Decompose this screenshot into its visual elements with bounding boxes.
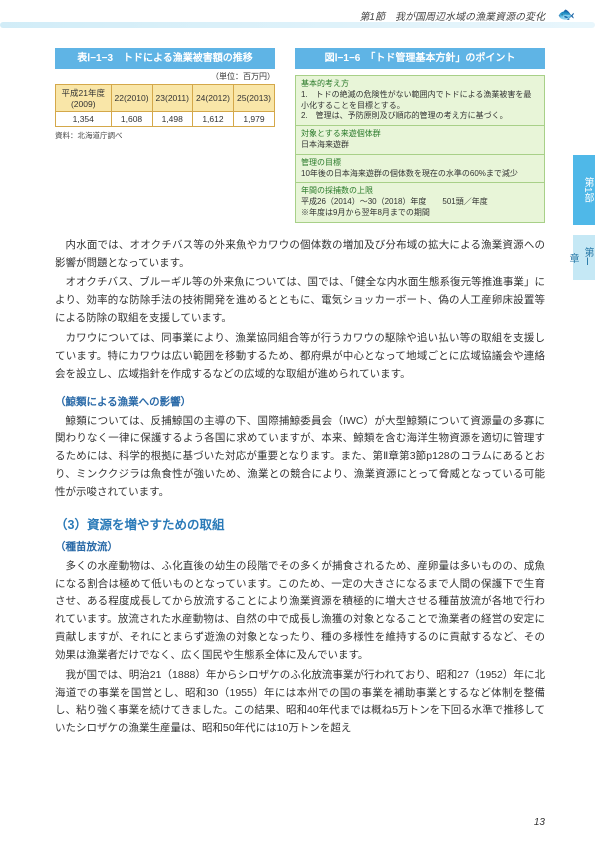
policy-box: 基本的考え方 1. トドの絶滅の危険性がない範囲内でトドによる漁業被害を最小化す… (295, 75, 545, 223)
td: 1,498 (152, 112, 192, 127)
policy-title: 図Ⅰ−1−6 「トド管理基本方針」のポイント (295, 48, 545, 69)
th: 24(2012) (192, 85, 233, 112)
paragraph: 内水面では、オオクチバス等の外来魚やカワウの個体数の増加及び分布域の拡大による漁… (55, 237, 545, 273)
paragraph: オオクチバス、ブルーギル等の外来魚については、国では、「健全な内水面生態系復元等… (55, 274, 545, 328)
policy-text: 1. トドの絶滅の危険性がない範囲内でトドによる漁業被害を最小化することを目標と… (301, 90, 539, 122)
damage-table-box: 表Ⅰ−1−3 トドによる漁業被害額の推移 （単位：百万円） 平成21年度(200… (55, 48, 275, 223)
policy-label: 管理の目標 (301, 158, 539, 169)
paragraph: カワウについては、同事業により、漁業協同組合等が行うカワウの駆除や追い払い等の取… (55, 330, 545, 384)
paragraph: 鯨類については、反捕鯨国の主導の下、国際捕鯨委員会（IWC）が大型鯨類について資… (55, 413, 545, 502)
td: 1,354 (56, 112, 112, 127)
policy-text: 日本海来遊群 (301, 140, 539, 151)
table-source: 資料：北海道庁調べ (55, 130, 275, 141)
policy-box-wrapper: 図Ⅰ−1−6 「トド管理基本方針」のポイント 基本的考え方 1. トドの絶滅の危… (295, 48, 545, 223)
policy-label: 年間の採捕数の上限 (301, 186, 539, 197)
th: 平成21年度(2009) (56, 85, 112, 112)
td: 1,979 (233, 112, 274, 127)
policy-text: 平成26（2014）〜30（2018）年度 501頭／年度 ※年度は9月から翌年… (301, 197, 539, 219)
policy-item: 基本的考え方 1. トドの絶滅の危険性がない範囲内でトドによる漁業被害を最小化す… (296, 76, 544, 126)
policy-text: 10年後の日本海来遊群の個体数を現在の水準の60%まで減少 (301, 169, 539, 180)
section-header: 第1節 我が国周辺水域の漁業資源の変化 (0, 8, 545, 23)
policy-label: 基本的考え方 (301, 79, 539, 90)
policy-item: 年間の採捕数の上限 平成26（2014）〜30（2018）年度 501頭／年度 … (296, 183, 544, 221)
section-heading: （3）資源を増やすための取組 (55, 514, 545, 533)
td: 1,608 (111, 112, 152, 127)
policy-item: 管理の目標 10年後の日本海来遊群の個体数を現在の水準の60%まで減少 (296, 155, 544, 184)
body-text: 内水面では、オオクチバス等の外来魚やカワウの個体数の増加及び分布域の拡大による漁… (55, 237, 545, 738)
th: 22(2010) (111, 85, 152, 112)
table-title: 表Ⅰ−1−3 トドによる漁業被害額の推移 (55, 48, 275, 69)
td: 1,612 (192, 112, 233, 127)
subheading-stocking: （種苗放流） (55, 539, 545, 554)
page-number: 13 (534, 817, 545, 828)
th: 23(2011) (152, 85, 192, 112)
policy-item: 対象とする来遊個体群 日本海来遊群 (296, 126, 544, 155)
subheading-whale: （鯨類による漁業への影響） (55, 394, 545, 409)
fish-icon: 🐟 (558, 6, 575, 23)
paragraph: 多くの水産動物は、ふ化直後の幼生の段階でその多くが捕食されるため、産卵量は多いも… (55, 558, 545, 665)
policy-label: 対象とする来遊個体群 (301, 129, 539, 140)
wave-decoration (0, 22, 595, 28)
table-unit: （単位：百万円） (55, 71, 275, 82)
sidetab-part: 第1部 (573, 155, 595, 225)
paragraph: 我が国では、明治21（1888）年からシロザケのふ化放流事業が行われており、昭和… (55, 667, 545, 738)
sidetab-chapter: 第Ⅰ章 (573, 235, 595, 280)
damage-table: 平成21年度(2009) 22(2010) 23(2011) 24(2012) … (55, 84, 275, 127)
th: 25(2013) (233, 85, 274, 112)
